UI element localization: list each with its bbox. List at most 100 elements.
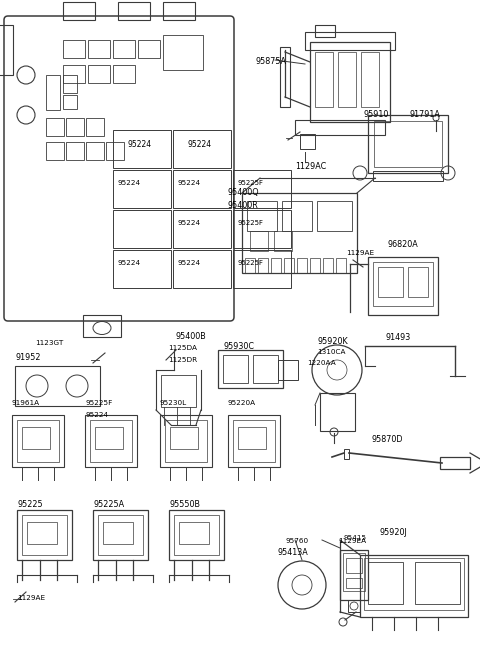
Bar [245,258,255,273]
Text: 95400B: 95400B [176,332,207,341]
Text: 95224: 95224 [85,412,108,418]
Text: 95224: 95224 [188,140,212,149]
Bar [336,258,346,273]
Bar [361,52,379,107]
Bar [163,35,203,70]
Text: 1129AC: 1129AC [295,162,326,171]
Text: 95225: 95225 [17,500,43,509]
Text: 96820A: 96820A [388,240,419,249]
Bar [346,578,362,588]
Bar [228,415,280,467]
Bar [315,52,333,107]
Bar [440,457,470,469]
Bar [274,231,292,251]
Bar [163,2,195,20]
Bar [46,75,60,110]
Bar [86,118,104,136]
Bar [160,415,212,467]
Bar [338,52,356,107]
Bar [320,393,355,431]
Bar [282,201,312,231]
Bar [315,25,335,37]
Text: 95875A: 95875A [255,57,286,66]
Bar [93,510,148,560]
Bar [238,427,266,449]
Bar [373,171,443,181]
Bar [106,142,124,160]
Bar [233,250,291,288]
Bar [27,522,57,544]
Text: 95400R: 95400R [227,201,258,210]
Bar [173,130,231,168]
Bar [118,2,150,20]
Bar [113,250,171,288]
Bar [278,360,298,380]
Bar [63,2,95,20]
Text: 95220A: 95220A [228,400,256,406]
Text: 95413A: 95413A [278,548,309,557]
Text: 95225A: 95225A [93,500,124,509]
Text: 91952: 91952 [15,353,40,362]
Bar [15,366,100,406]
Bar [0,25,13,75]
Bar [233,420,275,462]
Bar [170,427,198,449]
Text: 95400Q: 95400Q [227,188,259,197]
Text: 95920J: 95920J [380,528,408,537]
Bar [63,95,77,109]
Text: 1125DR: 1125DR [168,357,197,363]
Bar [247,201,277,231]
Bar [95,427,123,449]
Bar [66,118,84,136]
Bar [63,65,85,83]
Text: 1129EA: 1129EA [338,538,366,544]
Text: 95224: 95224 [117,260,140,266]
Bar [253,355,278,383]
Bar [63,75,77,93]
Text: 95760: 95760 [285,538,308,544]
Bar [90,420,132,462]
Bar [346,558,362,573]
Bar [173,170,231,208]
Bar [223,355,248,383]
Text: 95930C: 95930C [223,342,254,351]
Bar [233,210,291,248]
Text: 1220AA: 1220AA [307,360,336,366]
Bar [250,231,268,251]
Bar [173,250,231,288]
Bar [344,449,349,459]
Text: 1129AE: 1129AE [17,595,45,601]
Bar [173,210,231,248]
Text: 95225F: 95225F [85,400,112,406]
Bar [22,515,67,555]
Text: 91791A: 91791A [410,110,441,119]
Text: 95224: 95224 [177,220,200,226]
Bar [310,258,320,273]
Bar [179,522,209,544]
Text: 95230L: 95230L [160,400,187,406]
Bar [161,375,196,407]
Text: 1310CA: 1310CA [317,349,346,355]
Bar [113,65,135,83]
Bar [88,40,110,58]
Bar [323,258,333,273]
Bar [310,42,390,122]
Bar [86,142,104,160]
Text: 91493: 91493 [385,333,410,342]
Bar [297,258,307,273]
Bar [169,510,224,560]
Bar [46,118,64,136]
Bar [233,170,291,208]
Bar [218,350,283,388]
Bar [242,193,357,273]
Text: 95415: 95415 [343,535,367,541]
Text: 95224: 95224 [128,140,152,149]
Bar [113,40,135,58]
Bar [374,121,442,167]
Text: 95224: 95224 [177,260,200,266]
Bar [368,257,438,315]
Bar [295,120,385,135]
Bar [300,134,315,149]
Bar [98,515,143,555]
Bar [305,32,395,50]
